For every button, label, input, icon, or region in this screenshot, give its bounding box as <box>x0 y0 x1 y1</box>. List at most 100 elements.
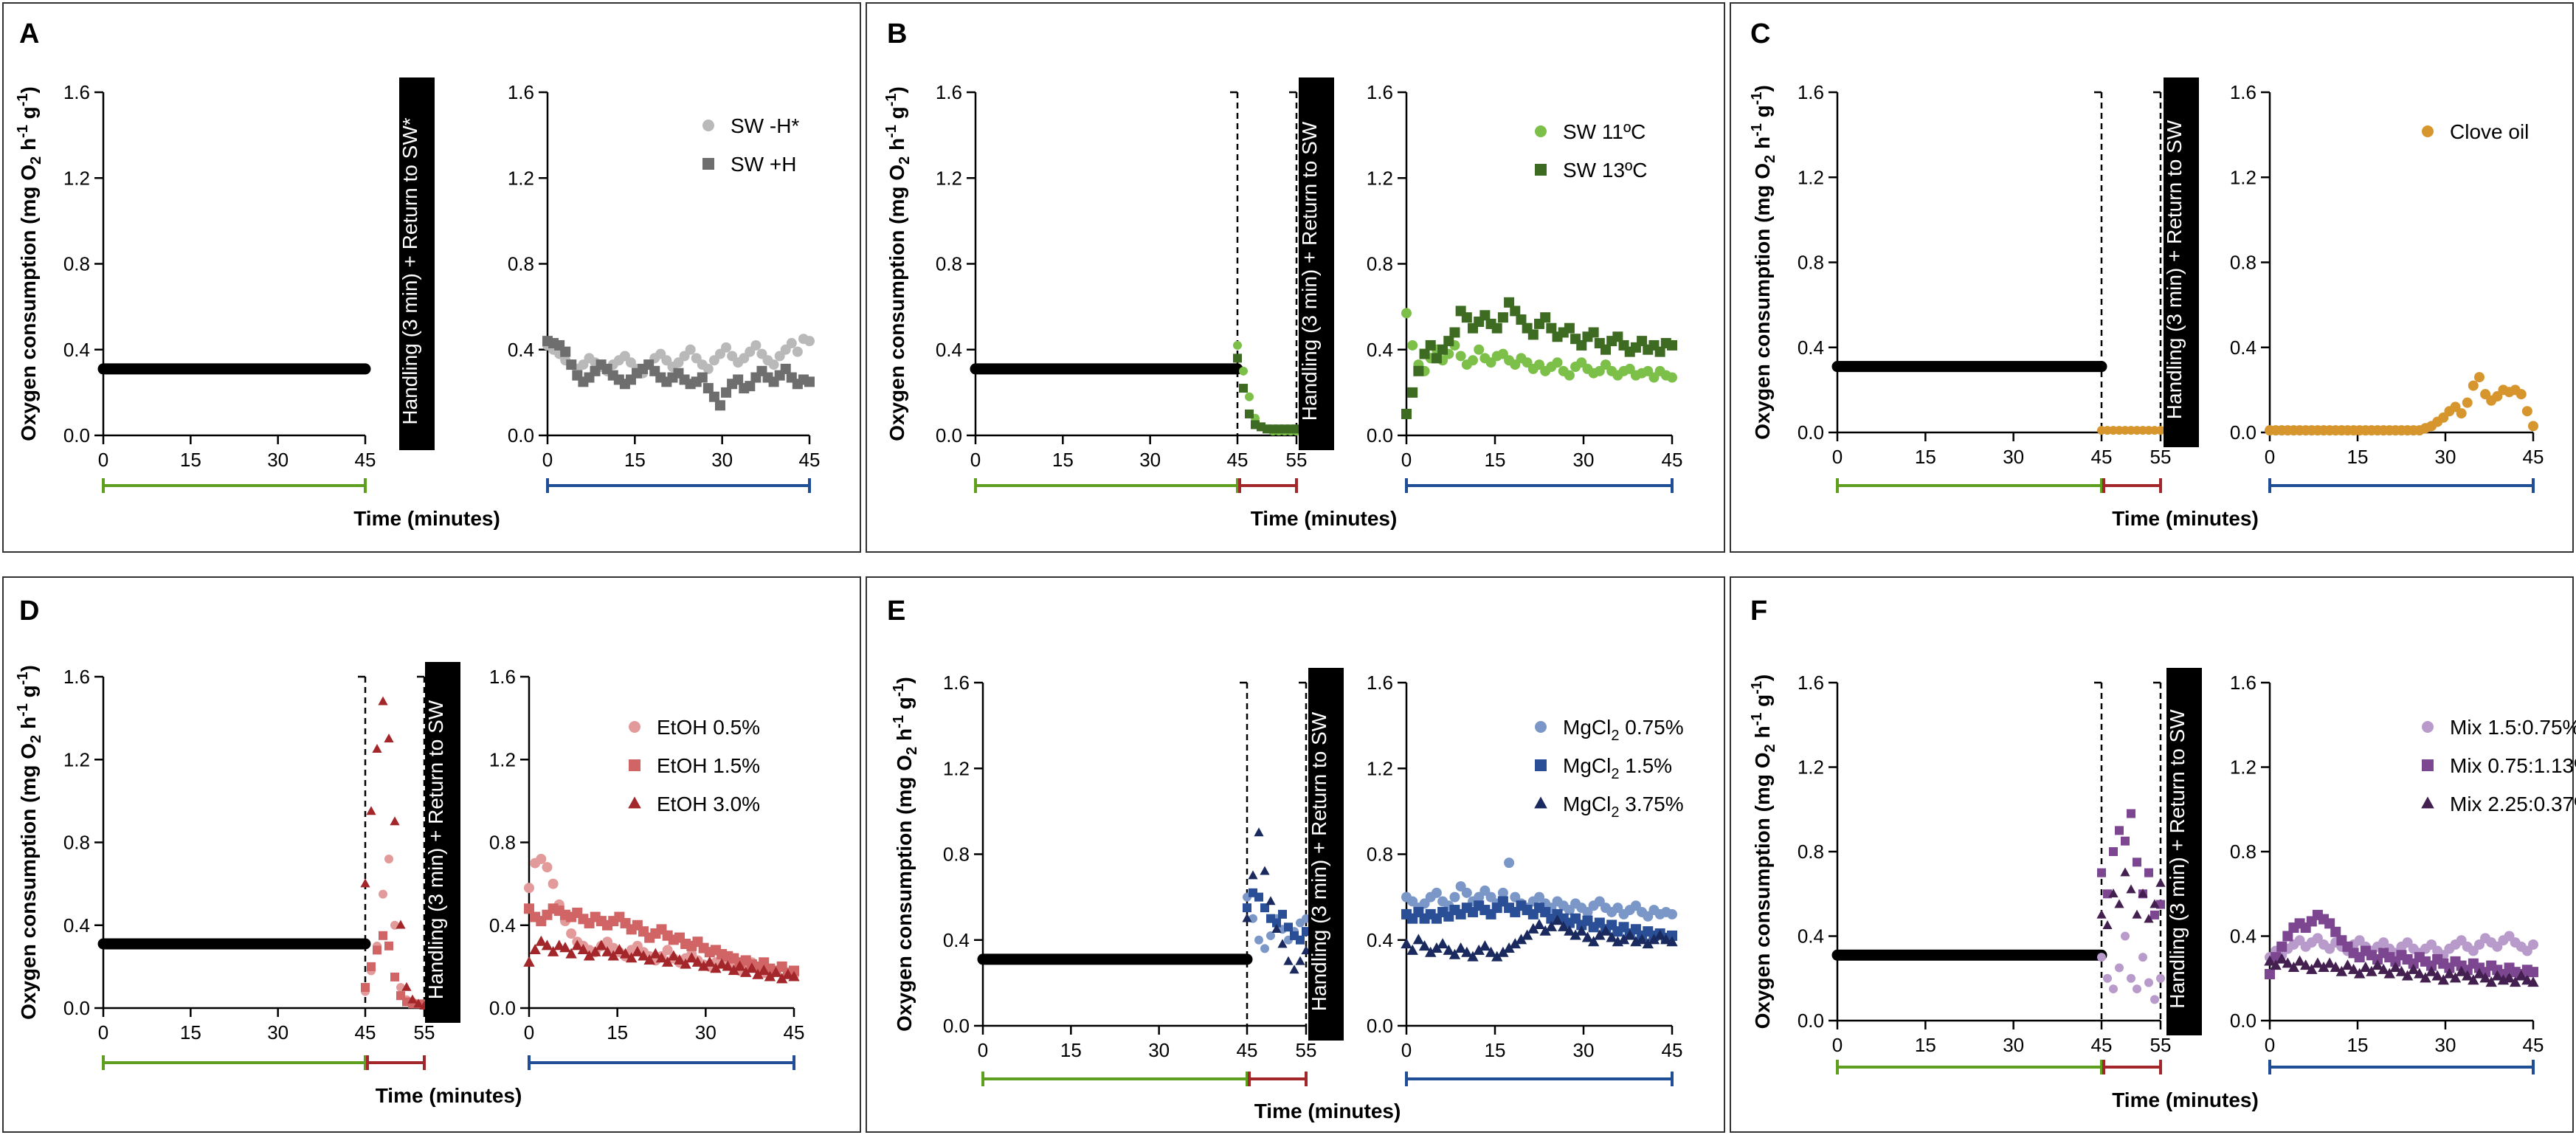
data-point <box>1648 372 1660 383</box>
data-point <box>2150 995 2159 1004</box>
data-point <box>2455 965 2468 976</box>
data-point <box>2330 926 2341 937</box>
y-axis-label-subscript: 2 <box>897 156 913 165</box>
data-point <box>702 363 714 374</box>
recovery-series <box>542 336 815 411</box>
y-tick-label: 1.2 <box>1798 166 1824 188</box>
recovery-y-tick-label: 0.0 <box>1367 424 1393 446</box>
data-point <box>378 696 388 706</box>
handling-label: Handling (3 min) + Return to SW <box>424 700 447 999</box>
panel-frame <box>2 576 861 1133</box>
y-tick-label: 0.0 <box>63 997 90 1019</box>
y-axis-label-subscript: 2 <box>28 156 44 165</box>
data-point <box>2144 868 2153 877</box>
legend-label: MgCl2 3.75% <box>1563 793 1684 821</box>
data-point <box>390 816 400 826</box>
data-point <box>524 903 534 914</box>
data-point <box>1594 365 1605 376</box>
recovery-series <box>2265 372 2538 436</box>
data-point <box>2133 858 2141 867</box>
data-point <box>1521 929 1533 940</box>
data-point <box>1612 903 1623 914</box>
y-axis-label-unit: h <box>17 717 40 735</box>
legend: SW -H* SW +H <box>702 114 799 176</box>
recovery-y-tick-label: 1.6 <box>489 666 516 688</box>
data-point <box>1545 920 1558 931</box>
data-point <box>2515 389 2527 400</box>
data-point <box>384 941 393 951</box>
recovery-x-tick-label: 0 <box>2265 1034 2275 1056</box>
data-point <box>697 960 710 971</box>
recovery-y-tick-label: 0.8 <box>508 253 534 275</box>
y-tick-label: 1.6 <box>943 672 970 694</box>
data-point <box>1564 322 1575 334</box>
data-point <box>2354 967 2366 979</box>
data-point <box>764 970 776 982</box>
data-point <box>1509 938 1521 949</box>
data-point <box>1479 310 1491 321</box>
data-point <box>702 383 714 394</box>
data-point <box>1419 898 1430 909</box>
data-point <box>661 956 674 967</box>
data-point <box>1624 363 1635 374</box>
y-axis-label-main: Oxygen consumption (mg O <box>885 165 908 441</box>
y-axis-label-main: Oxygen consumption (mg O <box>1751 752 1774 1029</box>
y-axis-label-superscript: -1 <box>15 703 31 717</box>
x-axis-label: Time (minutes) <box>1251 507 1398 530</box>
recovery-series <box>523 935 800 984</box>
data-point <box>2097 868 2106 877</box>
data-point <box>1587 936 1600 947</box>
data-point <box>1515 934 1527 945</box>
data-point <box>384 854 393 863</box>
data-point <box>524 883 534 894</box>
legend-label-subscript: 2 <box>1611 728 1619 744</box>
legend-label-suffix: 3.75% <box>1619 793 1683 815</box>
data-point <box>2144 978 2153 987</box>
data-point <box>1546 322 1557 334</box>
y-axis-label-superscript: -1 <box>891 715 907 728</box>
x-tick-label: 0 <box>1832 1034 1843 1056</box>
data-point <box>1419 348 1430 359</box>
legend-label-suffix: 1.5% <box>1619 754 1672 777</box>
data-point <box>2270 959 2282 970</box>
data-point <box>2389 962 2402 973</box>
legend-label: Mix 2.25:0.37% <box>2450 793 2576 815</box>
data-point <box>1233 353 1242 363</box>
data-point <box>1418 940 1431 951</box>
legend-label: EtOH 1.5% <box>657 754 760 777</box>
y-tick-label: 1.6 <box>63 666 90 688</box>
data-point <box>1479 940 1491 951</box>
data-point <box>714 400 725 411</box>
data-point <box>619 948 632 959</box>
data-point <box>1527 329 1539 340</box>
data-point <box>379 889 387 899</box>
x-tick-label: 0 <box>978 1039 988 1061</box>
data-point <box>1516 314 1527 325</box>
data-point <box>384 733 394 742</box>
legend-label: SW 13ºC <box>1563 159 1647 182</box>
data-point <box>535 935 548 946</box>
legend-label: EtOH 0.5% <box>657 716 760 739</box>
y-tick-label: 0.8 <box>1798 252 1824 274</box>
data-point <box>1552 357 1563 368</box>
data-point <box>1254 892 1263 902</box>
data-point <box>745 381 756 392</box>
legend-label-subscript: 2 <box>1611 766 1619 782</box>
data-point <box>780 363 791 374</box>
recovery-series <box>2264 953 2539 987</box>
data-point <box>804 336 815 347</box>
legend-label-text: MgCl <box>1563 793 1611 815</box>
data-point <box>361 982 370 992</box>
panel-F: F 0.0 0.0 0.4 0.4 0.8 0.8 1.2 1.2 1.6 1.6 0 15 30 45 55… <box>1730 576 2576 1133</box>
data-point <box>770 966 782 977</box>
y-axis-label-unit: g <box>17 685 40 703</box>
data-point <box>583 950 595 961</box>
x-axis-label: Time (minutes) <box>1254 1100 1401 1122</box>
x-tick-label: 30 <box>1139 449 1161 471</box>
y-tick-label: 0.4 <box>1798 337 1824 359</box>
treatment-series <box>2097 931 2165 1004</box>
y-axis-label-subscript: 2 <box>904 747 920 755</box>
y-axis-label-superscript: -1 <box>15 125 31 138</box>
data-point <box>804 376 815 387</box>
data-point <box>553 939 565 951</box>
